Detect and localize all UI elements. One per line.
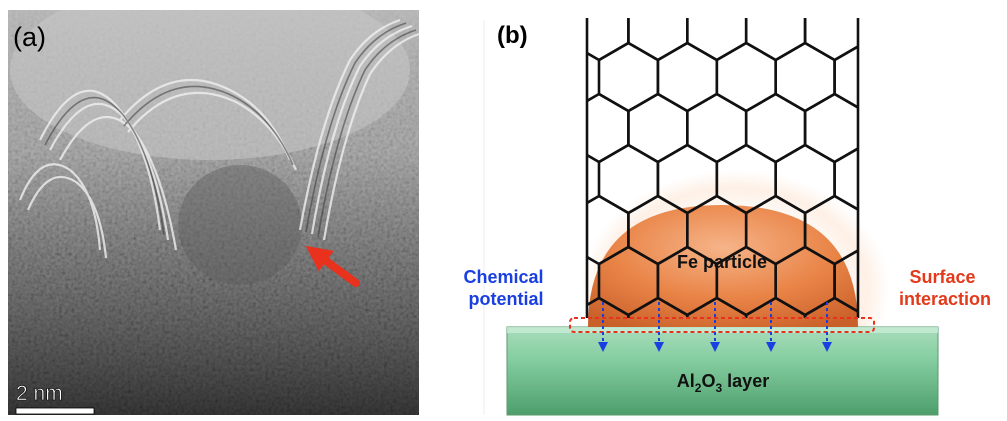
- hexagon-cell: [597, 41, 660, 113]
- panel-a-label: (a): [13, 22, 46, 52]
- hexagon-cell: [587, 92, 630, 164]
- tem-nanotube-walls: [18, 18, 419, 259]
- hexagon-cell: [715, 41, 778, 113]
- fe-particle: [588, 205, 858, 327]
- hexagon-cell: [803, 296, 858, 318]
- panel-b: (b) Fe particle Al2O3 layer Chemical: [463, 0, 991, 416]
- hexagon-cell: [627, 18, 689, 62]
- hexagon-cell: [774, 41, 836, 113]
- al2o3-layer-highlight: [507, 327, 938, 333]
- hexagon-cell: [744, 18, 807, 62]
- hexagon-cell: [833, 146, 858, 212]
- fe-particle-label: Fe particle: [677, 252, 767, 272]
- scale-bar: [15, 407, 95, 415]
- hexagon-cell: [864, 0, 923, 60]
- diffusion-arrows: [598, 302, 832, 352]
- honeycomb-lattice: [587, 0, 923, 318]
- panel-a: [8, 10, 419, 415]
- tem-vacuum-region: [10, 10, 410, 160]
- hexagon-cell: [744, 92, 807, 164]
- al2o3-layer-label: Al2O3 layer: [677, 371, 769, 395]
- interface-dotted-box: [569, 317, 875, 333]
- hexagon-cell: [803, 92, 858, 164]
- surface-interaction-label: Surface interaction: [899, 267, 991, 309]
- tem-nanotube-walls-dark: [44, 22, 417, 238]
- hexagon-cell: [685, 92, 748, 164]
- chemical-potential-label: Chemical potential: [463, 267, 548, 309]
- panel-b-label: (b): [497, 22, 528, 49]
- nanotube: [585, 0, 923, 318]
- hexagon-cell: [833, 44, 858, 110]
- red-arrow: [305, 245, 360, 287]
- al2o3-layer: [506, 326, 939, 416]
- hexagon-cell: [587, 18, 630, 62]
- tem-particle: [178, 165, 302, 285]
- hexagon-cell: [803, 18, 858, 62]
- hexagon-cell: [864, 94, 923, 162]
- hexagon-cell: [833, 248, 858, 314]
- scale-bar-label: 2 nm: [16, 382, 63, 405]
- hexagon-cell: [685, 18, 748, 62]
- hexagon-cell: [627, 92, 689, 164]
- hexagon-cell: [656, 41, 719, 113]
